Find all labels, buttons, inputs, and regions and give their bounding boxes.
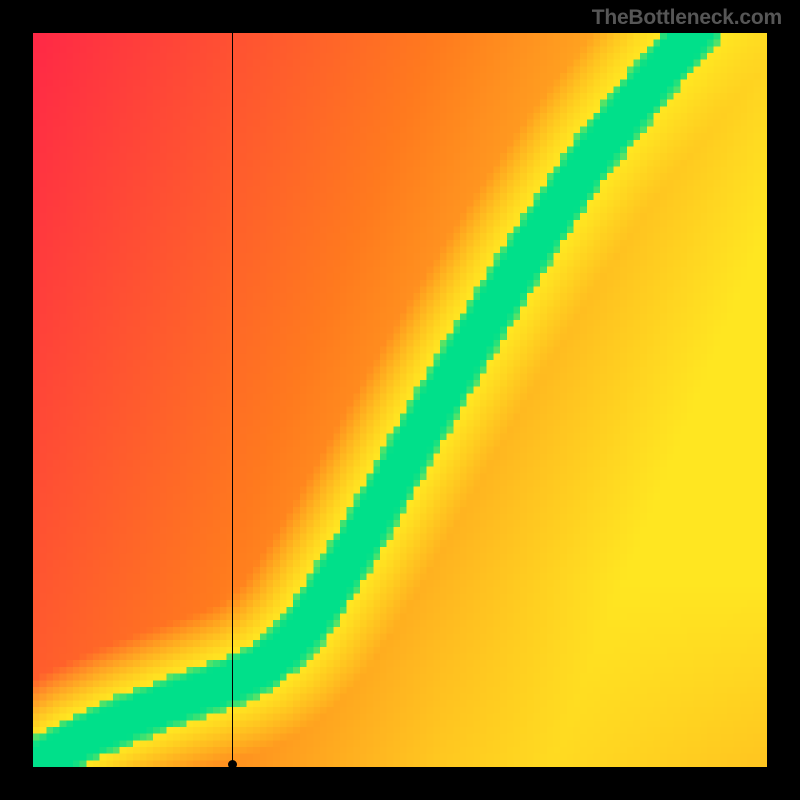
bottleneck-heatmap [33,33,767,767]
attribution-text: TheBottleneck.com [592,6,782,30]
reference-marker-dot [228,760,237,769]
reference-vertical-line [232,33,233,767]
